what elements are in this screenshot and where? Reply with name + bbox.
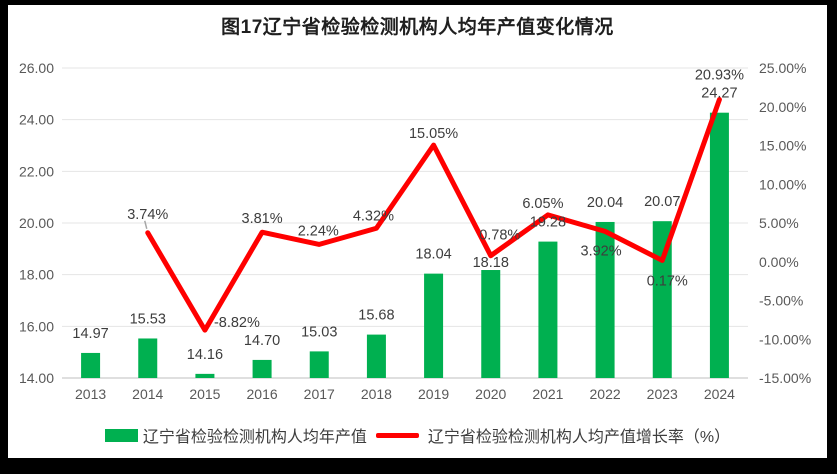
bar-value-label: 20.07: [644, 194, 680, 210]
right-axis-tick-label: 25.00%: [759, 60, 806, 76]
bar-value-label: 15.53: [130, 311, 166, 327]
line-value-label: 2.24%: [298, 223, 339, 239]
legend: 辽宁省检验检测机构人均年产值 辽宁省检验检测机构人均产值增长率（%）: [8, 422, 827, 448]
line-value-label: 3.74%: [127, 207, 168, 223]
x-axis-category-label: 2021: [532, 386, 563, 402]
bar-value-label: 14.70: [244, 333, 280, 349]
bar-value-label: 15.68: [358, 308, 394, 324]
legend-line-series-label: 辽宁省检验检测机构人均产值增长率（%）: [427, 429, 731, 446]
bar-2022: [595, 221, 615, 378]
bar-value-label: 18.18: [473, 255, 509, 271]
left-axis-tick-label: 14.00: [19, 370, 54, 386]
bar-2016: [252, 359, 272, 378]
right-axis-tick-label: 20.00%: [759, 99, 806, 115]
line-value-label: 3.92%: [581, 243, 622, 259]
right-axis-tick-label: -15.00%: [759, 370, 811, 386]
line-value-label: 0.17%: [647, 273, 688, 289]
line-value-label: 3.81%: [242, 211, 283, 227]
x-axis-category-label: 2024: [704, 386, 735, 402]
right-axis-tick-label: 15.00%: [759, 138, 806, 154]
bar-2018: [366, 334, 386, 378]
bar-value-label: 19.28: [530, 215, 566, 231]
line-value-label: 4.32%: [353, 208, 394, 224]
right-axis-tick-label: 10.00%: [759, 176, 806, 192]
line-value-label: 6.05%: [522, 196, 563, 212]
x-axis-category-label: 2013: [75, 386, 106, 402]
bar-value-label: 14.16: [187, 347, 223, 363]
left-axis-tick-label: 16.00: [19, 318, 54, 334]
legend-bar-series-label: 辽宁省检验检测机构人均年产值: [142, 429, 367, 446]
x-axis-category-label: 2014: [132, 386, 163, 402]
x-axis-category-label: 2017: [304, 386, 335, 402]
bar-2017: [309, 351, 329, 378]
bar-2020: [481, 270, 501, 378]
x-axis-category-label: 2019: [418, 386, 449, 402]
line-value-label: 0.78%: [479, 228, 520, 244]
line-value-label: -8.82%: [214, 315, 260, 331]
bar-2021: [538, 241, 558, 378]
bar-value-label: 18.04: [415, 247, 451, 263]
chart-title: 图17辽宁省检验检测机构人均年产值变化情况: [221, 17, 614, 38]
legend-line-swatch: [375, 432, 419, 438]
label-leader-line: [144, 220, 148, 229]
x-axis-category-label: 2023: [647, 386, 678, 402]
bar-2013: [81, 352, 101, 378]
bar-value-label: 14.97: [72, 326, 108, 342]
line-value-label: 15.05%: [409, 126, 458, 142]
x-axis-category-label: 2018: [361, 386, 392, 402]
line-value-label: 20.93%: [695, 68, 744, 84]
x-axis-category-label: 2015: [189, 386, 220, 402]
right-axis-tick-label: 0.00%: [759, 254, 799, 270]
bar-2014: [138, 338, 158, 378]
left-axis-tick-label: 26.00: [19, 60, 54, 76]
right-axis-tick-label: -10.00%: [759, 331, 811, 347]
left-axis-tick-label: 20.00: [19, 215, 54, 231]
x-axis-category-label: 2016: [247, 386, 278, 402]
left-axis-tick-label: 24.00: [19, 112, 54, 128]
left-axis-tick-label: 18.00: [19, 267, 54, 283]
legend-bar-swatch: [104, 428, 138, 442]
bar-2015: [195, 373, 215, 378]
bar-value-label: 20.04: [587, 195, 623, 211]
growth-rate-line: [145, 97, 722, 333]
left-axis-tick-label: 22.00: [19, 163, 54, 179]
right-axis-tick-label: 5.00%: [759, 215, 799, 231]
chart-canvas: 图17辽宁省检验检测机构人均年产值变化情况 26.00 24.00 22.00 20.…: [8, 5, 827, 458]
combo-chart-plot: 26.00 24.00 22.00 20.00 18.00 16.00 14.00 25.00…: [19, 60, 811, 402]
x-axis-category-label: 2022: [590, 386, 621, 402]
bar-value-label: 15.03: [301, 324, 337, 340]
bar-2024: [709, 112, 729, 379]
right-axis-tick-label: -5.00%: [759, 293, 803, 309]
x-axis-category-label: 2020: [475, 386, 506, 402]
bar-value-label: 24.27: [701, 86, 737, 102]
bar-2019: [424, 273, 444, 378]
